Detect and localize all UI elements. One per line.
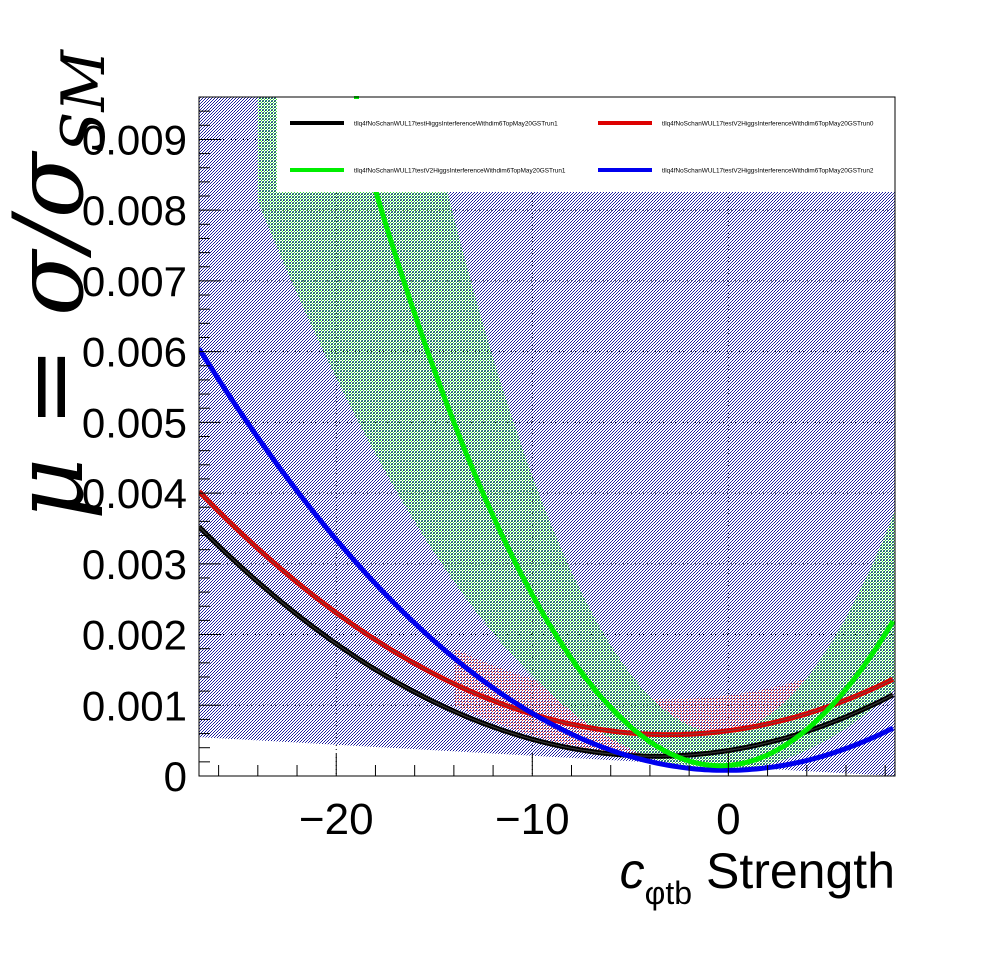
y-tick-label-4: 0.004	[82, 470, 187, 517]
legend-box	[277, 97, 895, 192]
y-axis-label: μ = σ/σSM	[0, 49, 119, 520]
series-lines	[199, 97, 895, 773]
x-tick-label-2: 0	[716, 795, 740, 844]
x-axis-label-subscript: φtb	[645, 875, 692, 911]
x-axis-label-suffix: Strength	[692, 843, 895, 899]
legend-label-2: tllq4fNoSchanWUL17testV2HiggsInterferenc…	[354, 168, 566, 175]
x-axis-label-c: c	[620, 843, 645, 899]
y-axis-label-mu: μ	[0, 458, 105, 520]
series-line-2	[345, 97, 895, 769]
series-line-3	[199, 347, 895, 773]
y-tick-label-9: 0.009	[82, 116, 187, 163]
band-series-2	[257, 97, 895, 771]
y-tick-label-0: 0	[164, 753, 187, 800]
y-tick-label-1: 0.001	[82, 682, 187, 729]
series-line-highlight-1	[199, 490, 894, 736]
axes: −20 −10 0 0 0.001 0.002 0.003 0.004 0.005 0.006 0.…	[82, 110, 886, 844]
x-tick-label-0: −20	[299, 795, 374, 844]
x-tick-label-1: −10	[495, 795, 570, 844]
legend-label-3: tllq4fNoSchanWUL17testV2HiggsInterferenc…	[662, 168, 874, 175]
y-tick-label-5: 0.005	[82, 399, 187, 446]
legend-label-0: tllq4fNoSchanWUL17testHiggsInterferenceW…	[354, 121, 558, 128]
x-axis-label: cφtb Strength	[620, 843, 895, 911]
y-tick-label-2: 0.002	[82, 612, 187, 659]
y-axis-label-subscript: SM	[49, 49, 119, 153]
y-axis-label-group: μ = σ/σSM	[0, 49, 119, 520]
y-tick-label-3: 0.003	[82, 541, 187, 588]
legend: tllq4fNoSchanWUL17testHiggsInterferenceW…	[277, 96, 895, 192]
y-tick-label-8: 0.008	[82, 187, 187, 234]
y-axis-label-eq: = σ/σ	[0, 150, 105, 457]
legend-label-1: tllq4fNoSchanWUL17testV2HiggsInterferenc…	[662, 121, 874, 128]
series-line-highlight-0	[199, 526, 894, 757]
y-tick-label-7: 0.007	[82, 258, 187, 305]
plot-area	[199, 97, 895, 776]
y-tick-label-6: 0.006	[82, 329, 187, 376]
